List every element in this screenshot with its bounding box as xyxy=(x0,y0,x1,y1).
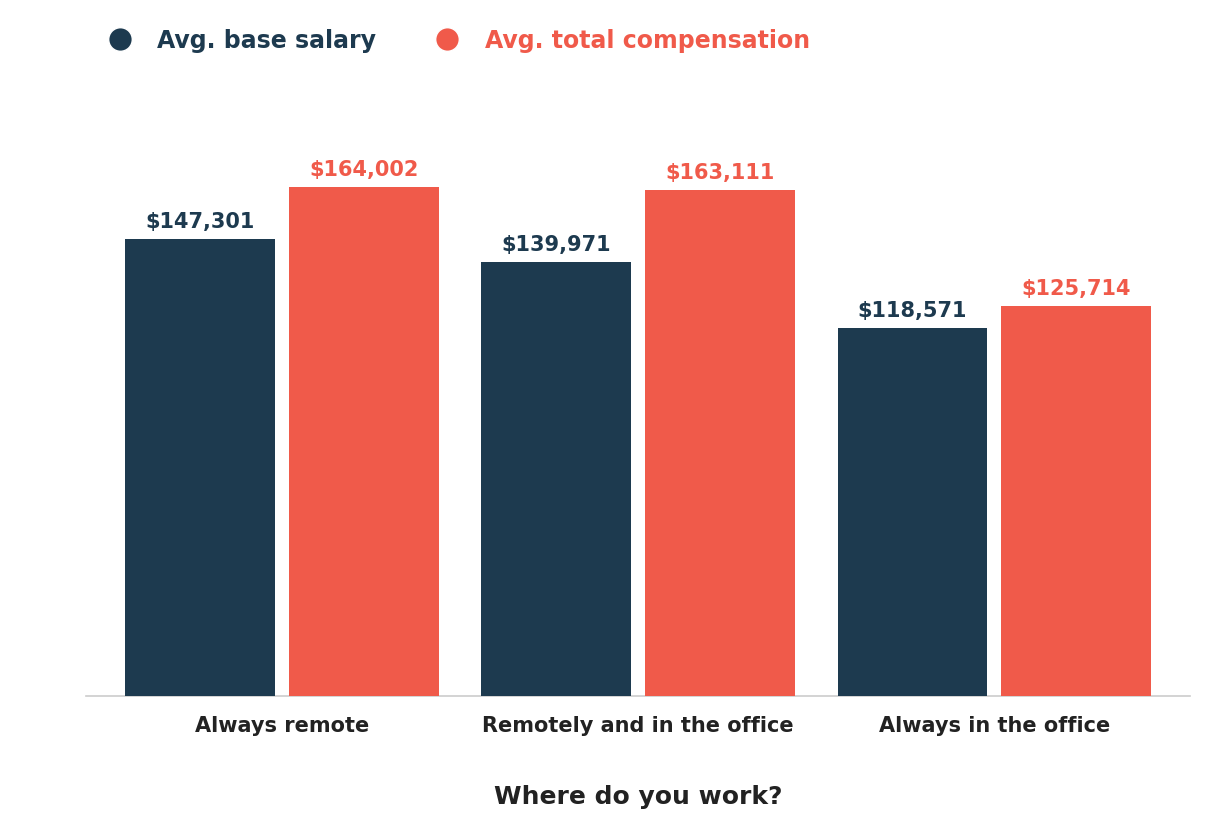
Text: $147,301: $147,301 xyxy=(145,212,254,232)
Text: $163,111: $163,111 xyxy=(665,163,774,183)
Bar xyxy=(1001,306,1151,696)
Legend: Avg. base salary, Avg. total compensation: Avg. base salary, Avg. total compensatio… xyxy=(87,20,820,63)
Text: $139,971: $139,971 xyxy=(502,235,611,255)
Text: $118,571: $118,571 xyxy=(858,301,967,321)
Text: $125,714: $125,714 xyxy=(1021,278,1131,299)
Bar xyxy=(125,240,275,696)
Bar xyxy=(481,262,631,696)
X-axis label: Where do you work?: Where do you work? xyxy=(493,784,783,808)
Bar xyxy=(838,328,988,696)
Text: $164,002: $164,002 xyxy=(309,161,418,180)
Bar xyxy=(645,191,795,696)
Bar xyxy=(288,188,438,696)
